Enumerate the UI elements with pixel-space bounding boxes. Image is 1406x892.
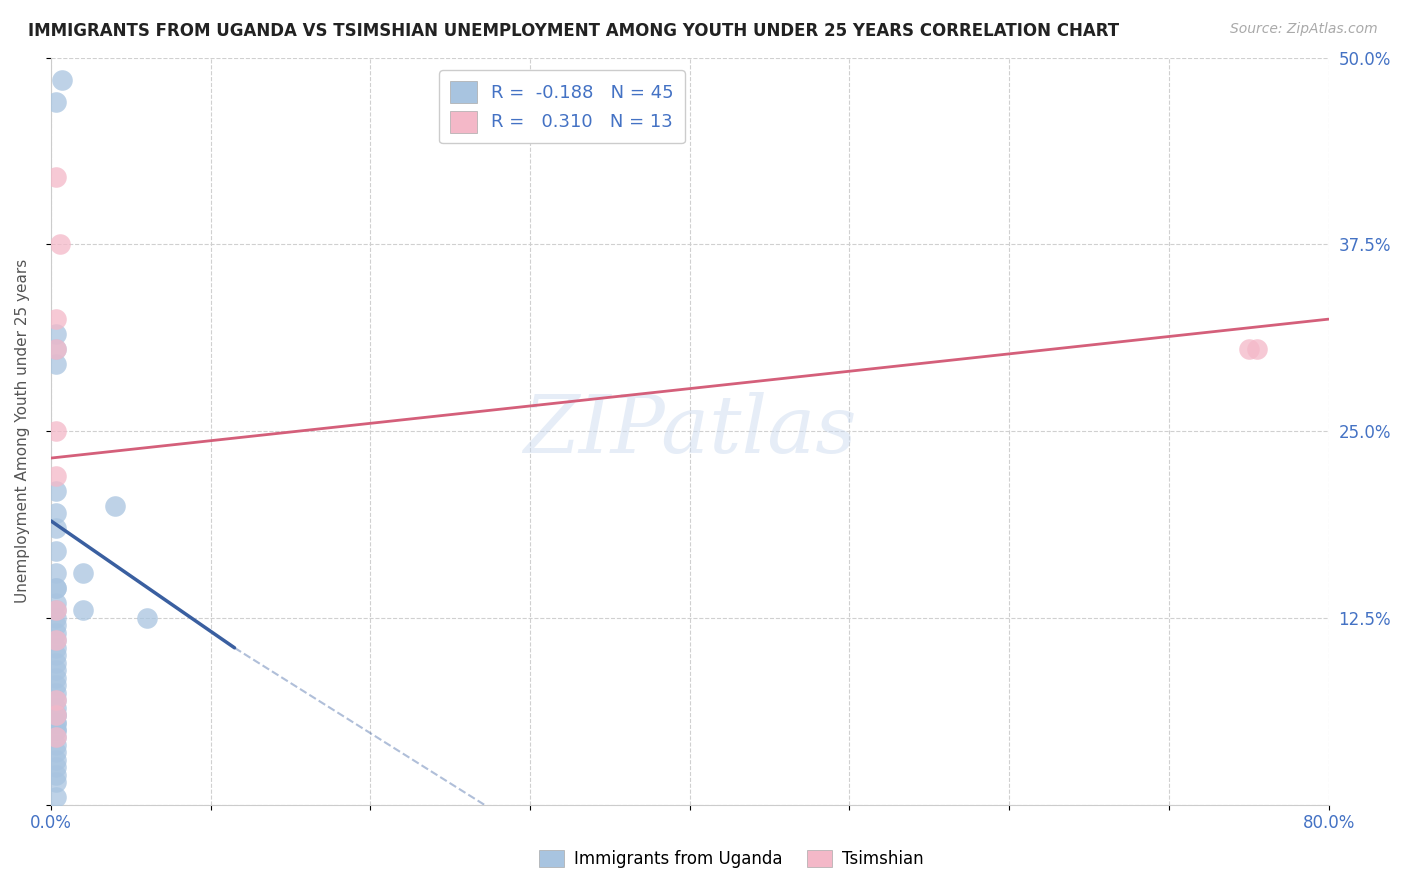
Point [45, 648, 67, 663]
Point [45, 483, 67, 498]
Point [45, 663, 67, 677]
Point [45, 693, 67, 707]
Point [45, 581, 67, 595]
Point [45, 790, 67, 805]
Point [45, 342, 67, 356]
Point [45, 768, 67, 782]
Point [45, 738, 67, 752]
Point [45, 603, 67, 617]
Point [45, 633, 67, 648]
Point [45, 618, 67, 632]
Text: Source: ZipAtlas.com: Source: ZipAtlas.com [1230, 22, 1378, 37]
Point [45, 685, 67, 699]
Point [45, 700, 67, 714]
Point [45, 469, 67, 483]
Point [45, 745, 67, 759]
Point [45, 566, 67, 580]
Point [45, 633, 67, 648]
Point [1246, 342, 1268, 356]
Point [45, 640, 67, 655]
Point [45, 312, 67, 326]
Point [104, 499, 127, 513]
Point [45, 543, 67, 558]
Point [45, 342, 67, 356]
Point [45, 753, 67, 767]
Y-axis label: Unemployment Among Youth under 25 years: Unemployment Among Youth under 25 years [15, 259, 30, 603]
Point [45, 611, 67, 625]
Point [45, 678, 67, 692]
Point [45, 708, 67, 723]
Point [51, 73, 73, 87]
Text: IMMIGRANTS FROM UGANDA VS TSIMSHIAN UNEMPLOYMENT AMONG YOUTH UNDER 25 YEARS CORR: IMMIGRANTS FROM UGANDA VS TSIMSHIAN UNEM… [28, 22, 1119, 40]
Text: ZIPatlas: ZIPatlas [523, 392, 856, 470]
Point [45, 775, 67, 789]
Point [45, 170, 67, 185]
Point [45, 715, 67, 730]
Point [45, 760, 67, 774]
Point [72, 566, 94, 580]
Point [45, 708, 67, 723]
Point [135, 611, 157, 625]
Point [45, 625, 67, 640]
Point [45, 708, 67, 723]
Point [45, 671, 67, 685]
Point [45, 603, 67, 617]
Point [45, 424, 67, 438]
Point [45, 731, 67, 745]
Point [45, 507, 67, 521]
Legend: R =  -0.188   N = 45, R =   0.310   N = 13: R = -0.188 N = 45, R = 0.310 N = 13 [439, 70, 685, 144]
Point [45, 723, 67, 737]
Point [45, 327, 67, 342]
Point [45, 731, 67, 745]
Point [45, 723, 67, 737]
Point [45, 581, 67, 595]
Point [45, 95, 67, 110]
Point [1237, 342, 1260, 356]
Point [72, 603, 94, 617]
Legend: Immigrants from Uganda, Tsimshian: Immigrants from Uganda, Tsimshian [531, 843, 931, 875]
Point [45, 656, 67, 670]
Point [49, 237, 72, 252]
Point [45, 693, 67, 707]
Point [45, 596, 67, 610]
Point [45, 715, 67, 730]
Point [45, 357, 67, 371]
Point [45, 521, 67, 535]
